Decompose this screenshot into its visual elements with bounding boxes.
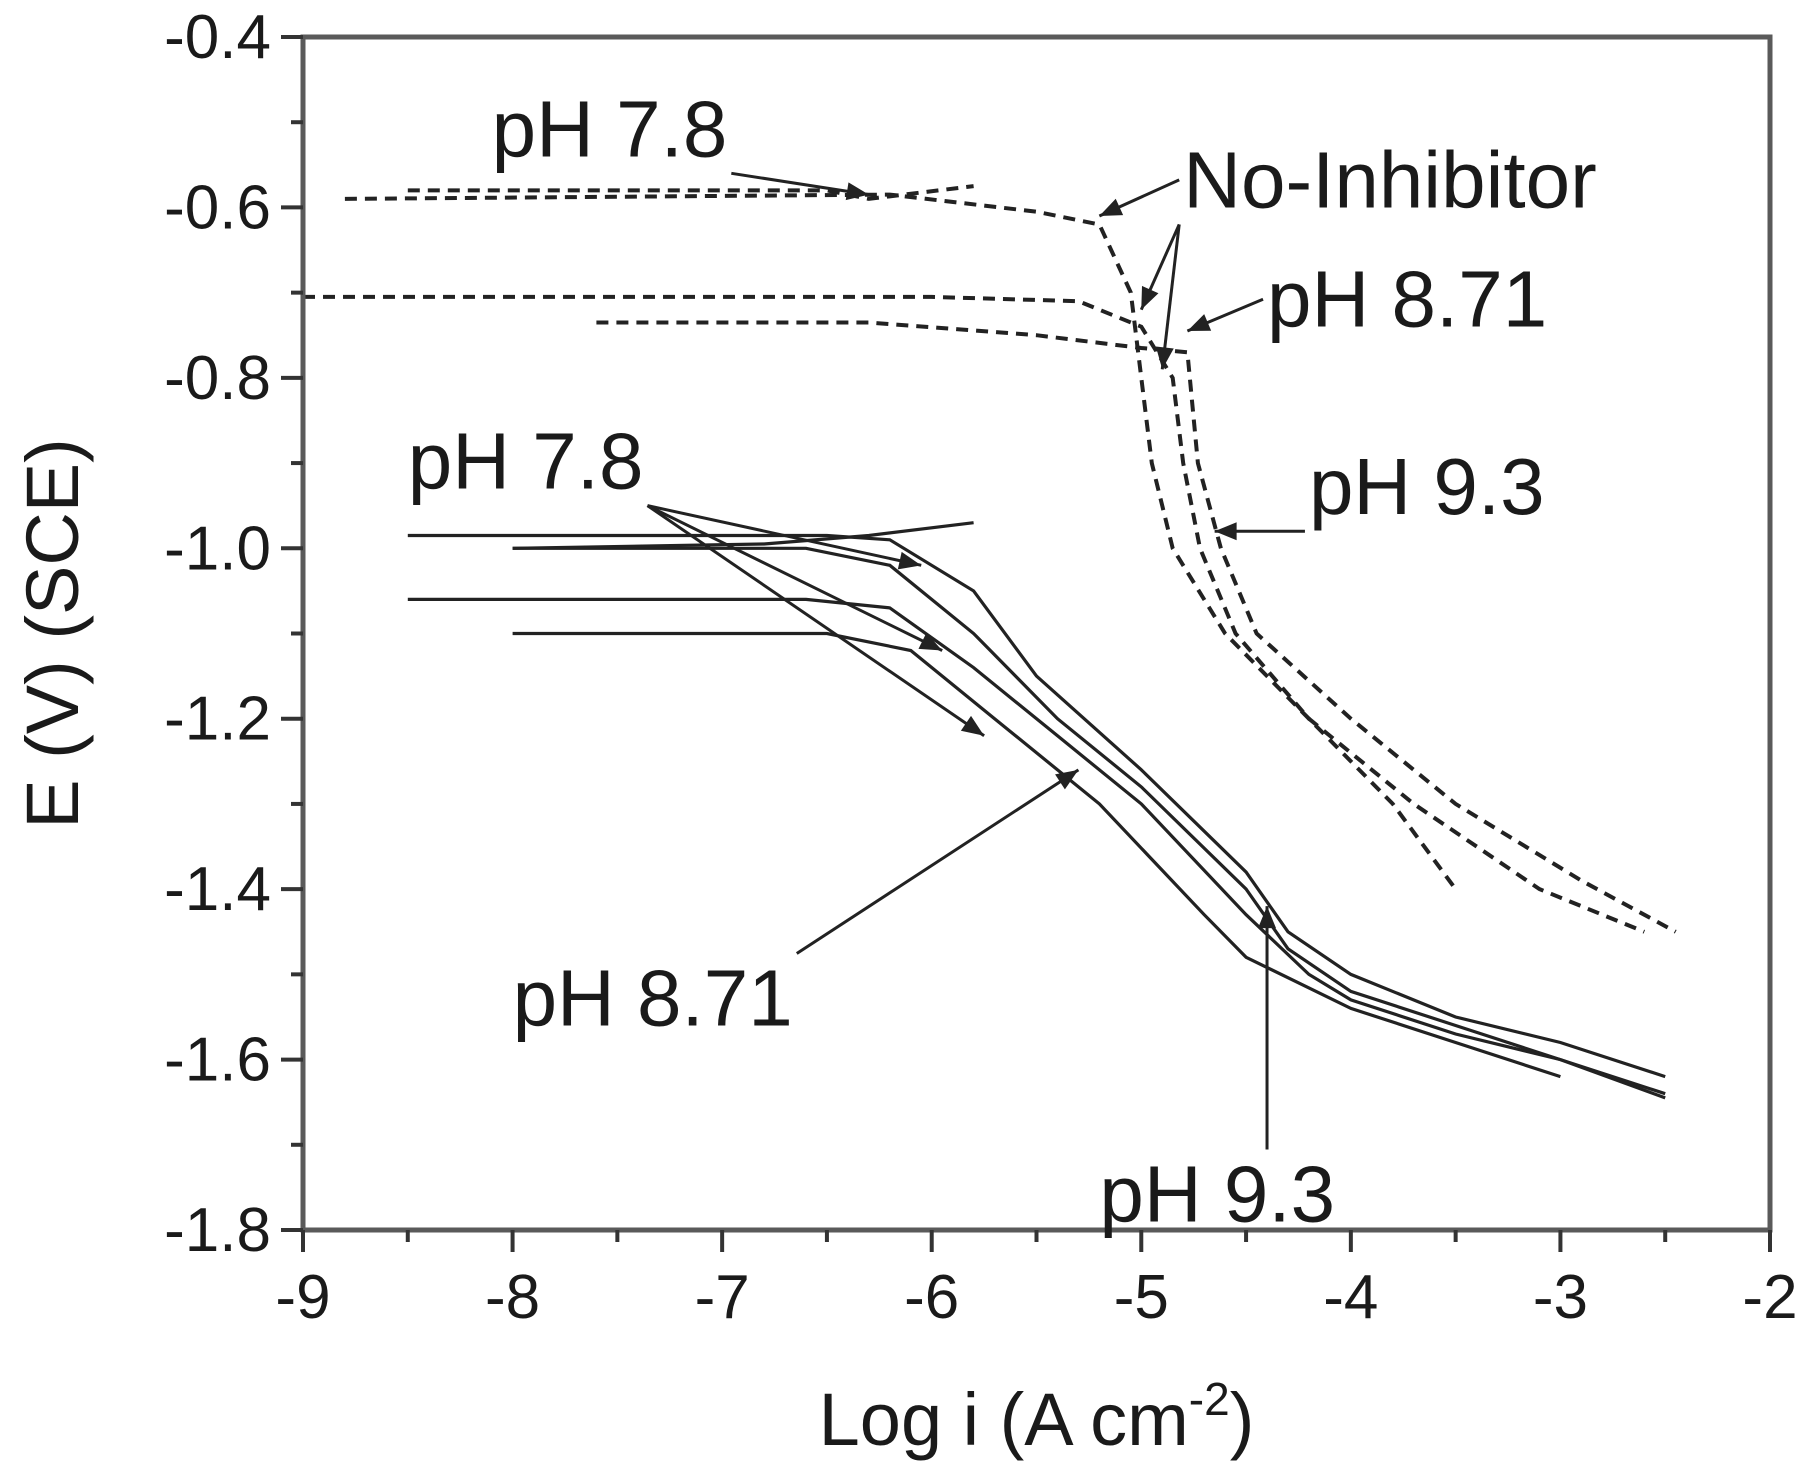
curve-annotation: pH 7.8: [492, 84, 728, 173]
annotation-pointer-line: [1160, 224, 1181, 370]
annotation-arrowhead: [1187, 314, 1212, 331]
annotation-pointer-line: [646, 504, 985, 737]
annotation-arrowhead: [845, 182, 869, 201]
inhibitor-curve: [512, 546, 1666, 1096]
annotation-pointers: [646, 171, 1305, 1150]
annotation-arrowhead: [1258, 906, 1277, 929]
annotation-arrowhead: [1141, 285, 1159, 310]
x-tick-label: -7: [695, 1263, 750, 1332]
x-axis-title-superscript: -2: [1189, 1373, 1230, 1425]
curve-annotation: pH 9.3: [1099, 1149, 1335, 1238]
y-tick-label: -1.6: [164, 1026, 271, 1095]
curve-annotation: pH 8.71: [513, 953, 793, 1042]
curves-layer: [303, 184, 1677, 1100]
y-tick-label: -1.0: [164, 514, 271, 583]
inhibitor-curve: [407, 597, 1666, 1100]
y-axis-title: E (V) (SCE): [11, 438, 94, 829]
annotation-arrowhead: [1214, 522, 1237, 541]
x-tick-label: -6: [904, 1263, 959, 1332]
curve-annotation: No-Inhibitor: [1183, 135, 1597, 224]
annotation-pointer-line: [795, 768, 1080, 955]
x-tick-label: -5: [1114, 1263, 1169, 1332]
annotation-arrowhead: [960, 715, 985, 736]
annotation-pointer-line: [647, 504, 922, 567]
no-inhibitor-curve: [303, 294, 1646, 934]
annotation-labels: pH 7.8 No-Inhibitor pH 8.71 pH 9.3 pH 7.8 pH …: [408, 84, 1597, 1238]
y-tick-label: -1.4: [164, 855, 271, 924]
y-tick-label: -0.8: [164, 344, 271, 413]
x-tick-label: -8: [485, 1263, 540, 1332]
inhibitor-curve: [407, 533, 1666, 1079]
no-inhibitor-curve: [596, 320, 1677, 934]
y-tick-label: -0.6: [164, 173, 271, 242]
y-tick-label: -1.2: [164, 685, 271, 754]
annotation-pointer-line: [731, 171, 870, 197]
x-tick-label: -3: [1533, 1263, 1588, 1332]
x-axis-title: Log i (A cm-2): [819, 1373, 1255, 1461]
y-tick-label: -0.4: [164, 3, 271, 72]
curve-annotation: pH 9.3: [1309, 442, 1545, 531]
y-tick-label: -1.8: [164, 1196, 271, 1265]
inhibitor-curve: [512, 521, 974, 550]
annotation-arrowhead: [1099, 198, 1124, 216]
inhibitor-curve: [512, 631, 1561, 1079]
annotation-pointer-line: [646, 504, 943, 652]
x-axis-title-end: ): [1230, 1378, 1255, 1461]
x-axis-title-main: Log i (A cm: [819, 1378, 1189, 1461]
curve-annotation: pH 7.8: [408, 417, 644, 506]
annotation-arrowhead: [1155, 346, 1174, 370]
curve-annotation: pH 8.71: [1267, 255, 1547, 344]
x-tick-label: -2: [1742, 1263, 1797, 1332]
x-tick-label: -9: [275, 1263, 330, 1332]
annotation-arrowhead: [1055, 769, 1079, 790]
tick-labels: -9 -8 -7 -6 -5 -4 -3 -2 -1.8 -1.6 -1.4 -1.2 -1.0 -0.8…: [164, 3, 1797, 1332]
x-tick-label: -4: [1323, 1263, 1378, 1332]
no-inhibitor-curve: [344, 192, 1458, 891]
axis-ticks: [281, 35, 1772, 1252]
annotation-arrowhead: [897, 551, 922, 570]
annotation-arrowhead: [918, 632, 943, 651]
